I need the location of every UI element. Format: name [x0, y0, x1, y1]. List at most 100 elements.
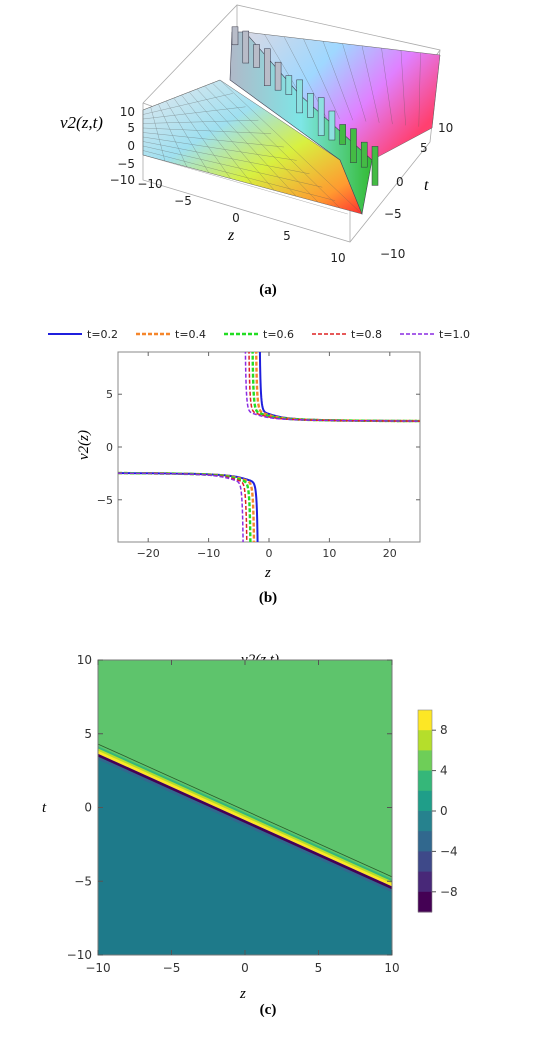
- x-tick-label: 5: [315, 961, 323, 975]
- series-line-t=1.0: [118, 472, 244, 542]
- y-tick-label: 5: [106, 388, 113, 401]
- grid-line: [196, 88, 297, 197]
- grid-line: [381, 48, 393, 125]
- grid-line: [142, 141, 310, 174]
- series-lines: [118, 352, 420, 542]
- x-tick-label-3d: 5: [283, 229, 291, 243]
- colorbar-label: 4: [440, 764, 448, 778]
- grid-line: [142, 127, 272, 134]
- x-axis-ticks: −20 −10 0 10 20: [137, 352, 397, 560]
- caption-c: (c): [259, 1002, 277, 1018]
- grid-line: [400, 50, 406, 126]
- x-tick-label: 10: [322, 547, 336, 560]
- grid-line: [418, 52, 421, 127]
- wall-spike: [307, 93, 314, 118]
- y-axis-label-3d: t: [424, 177, 429, 194]
- wall-spike: [231, 26, 239, 46]
- contour-regions: [97, 660, 393, 955]
- z-tick-label: 5: [127, 121, 135, 135]
- y-tick-label: 5: [84, 727, 92, 741]
- grid-line: [173, 97, 231, 179]
- z-axis-ticks: −10 −5 0 5 10: [110, 105, 135, 187]
- y-axis-ticks-3d: −10 −5 0 5 10: [380, 121, 453, 261]
- y-axis-ticks: −5 0 5: [97, 388, 420, 507]
- legend-label: t=0.4: [175, 328, 206, 341]
- z-tick-label: 0: [127, 139, 135, 153]
- contour-band: [98, 750, 392, 887]
- y-tick-label: 0: [106, 441, 113, 454]
- y-tick-label: −5: [74, 874, 92, 888]
- contour-band: [98, 753, 392, 891]
- y-tick-label: 10: [77, 653, 92, 667]
- y-tick-label: −10: [67, 948, 92, 962]
- wall-spike: [274, 61, 282, 91]
- wall-spike: [371, 146, 379, 186]
- colorbar-label: −8: [440, 885, 458, 899]
- wall-spikes: [231, 26, 379, 186]
- colorbar-swatch: [418, 891, 432, 913]
- contour-x-ticks: −10 −5 0 5 10: [85, 660, 400, 975]
- x-tick-label-3d: 10: [330, 251, 345, 265]
- wall-spike: [285, 75, 293, 95]
- plot-frame: [117, 351, 421, 543]
- grid-line: [431, 54, 441, 129]
- wall-spike: [253, 44, 260, 68]
- contour-band: [98, 748, 392, 885]
- wall-spike: [350, 128, 357, 163]
- y-tick-label-3d: −5: [384, 207, 402, 221]
- wall-spike: [264, 48, 271, 86]
- grid-line: [181, 94, 253, 185]
- grid-line: [142, 145, 323, 188]
- colorbar-swatch: [418, 770, 432, 792]
- y-tick-label: 0: [84, 801, 92, 815]
- panel-b: t=0.2 t=0.4 t=0.6 t=0.8 t=1.0 −20 −10 0 10 20 −5…: [0, 322, 536, 612]
- grid-line: [165, 100, 209, 173]
- legend-label: t=0.6: [263, 328, 294, 341]
- x-tick-label-3d: 0: [232, 211, 240, 225]
- x-tick-label: 0: [241, 961, 249, 975]
- legend-label: t=1.0: [439, 328, 470, 341]
- x-tick-label: 10: [384, 961, 399, 975]
- grid-line: [322, 41, 353, 121]
- legend-label: t=0.2: [87, 328, 118, 341]
- grid-line: [142, 154, 348, 215]
- y-tick-label-3d: 10: [438, 121, 453, 135]
- y-tick-label-3d: 5: [420, 141, 428, 155]
- x-tick-label-3d: −10: [137, 177, 162, 191]
- wall-spike: [328, 110, 336, 141]
- wall-spike: [339, 124, 346, 145]
- grid-line: [142, 150, 336, 201]
- caption-a: (a): [259, 282, 277, 298]
- x-axis-label: z: [264, 565, 271, 581]
- wall-spike: [317, 97, 325, 136]
- contour-band: [98, 756, 392, 893]
- x-axis-label-3d: z: [227, 227, 235, 244]
- grid-line: [142, 93, 233, 115]
- contour-y-label: t: [42, 800, 47, 816]
- wall-spike: [296, 79, 303, 114]
- legend: t=0.2 t=0.4 t=0.6 t=0.8 t=1.0: [48, 328, 470, 341]
- grid-line: [142, 120, 259, 124]
- y-tick-label-3d: −10: [380, 247, 405, 261]
- legend-label: t=0.8: [351, 328, 382, 341]
- wall-spike: [360, 141, 368, 168]
- panel-a: −10 −5 0 5 10 −10 −5 0 5 10 −10 −5 0 5 10 v2(z,t) z …: [0, 0, 536, 310]
- colorbar: 8 4 0 −4 −8: [417, 709, 458, 913]
- colorbar-swatch: [418, 871, 432, 893]
- lower-region: [98, 757, 392, 955]
- grid-line: [361, 45, 380, 123]
- x-tick-label: −5: [163, 961, 181, 975]
- colorbar-label: 0: [440, 804, 448, 818]
- colorbar-swatch: [418, 831, 432, 852]
- z-tick-label: −10: [110, 173, 135, 187]
- grid-line: [219, 79, 363, 215]
- upper-region: [98, 660, 392, 882]
- y-tick-label-3d: 0: [396, 175, 404, 189]
- colorbar-label: −4: [440, 844, 458, 858]
- colorbar-swatch: [418, 851, 432, 873]
- colorbar-swatch: [418, 730, 432, 751]
- x-tick-label: −10: [85, 961, 110, 975]
